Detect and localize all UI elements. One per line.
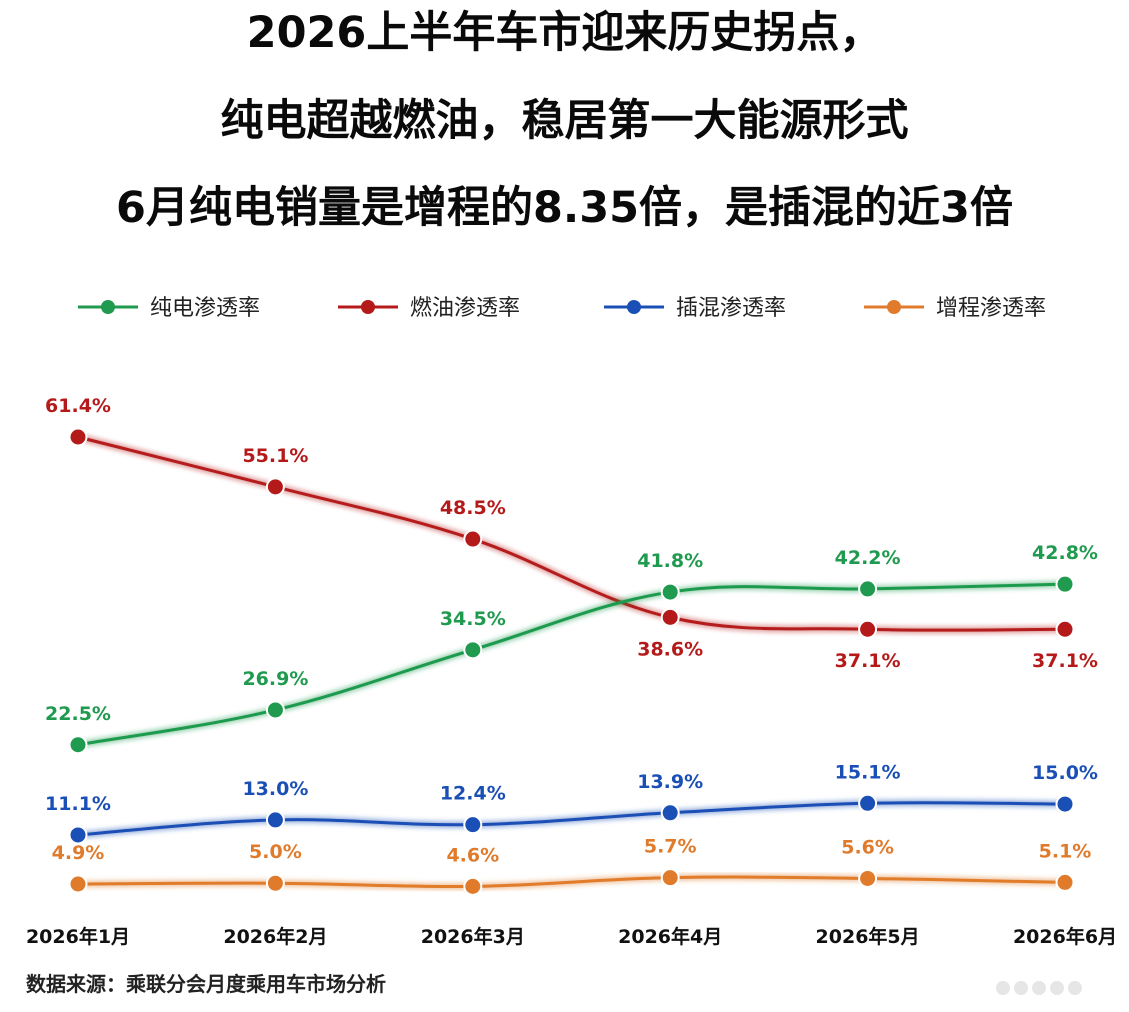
series-line [76,875,1067,889]
data-label: 55.1% [242,445,308,467]
legend-item: 纯电渗透率 [78,296,260,321]
line-chart: 纯电渗透率 燃油渗透率 插混渗透率 增程渗透率 22.5% 26.9% 34.5% 41.8… [26,296,1117,948]
chart-legend: 纯电渗透率 燃油渗透率 插混渗透率 增程渗透率 [78,296,1046,321]
x-axis: 2026年1月 2026年2月 2026年3月 2026年4月 2026年5月 2026年… [26,925,1117,948]
watermark-dot [1032,981,1046,995]
watermark-dot [996,981,1010,995]
data-label: 42.8% [1032,542,1098,564]
legend-item: 插混渗透率 [604,296,786,321]
data-label: 5.6% [841,836,894,858]
data-label: 15.1% [835,761,901,783]
title-line-1: 2026上半年车市迎来历史拐点， [246,8,883,58]
data-point [68,735,88,755]
data-point [463,529,483,549]
data-label: 5.0% [249,841,302,863]
legend-marker [887,300,901,314]
data-label: 42.2% [835,547,901,569]
legend-label: 纯电渗透率 [150,296,260,321]
legend-marker [361,300,375,314]
title-line-2: 纯电超越燃油，稳居第一大能源形式 [220,96,909,146]
data-point [1055,872,1075,892]
data-point [265,810,285,830]
watermark-dot [1050,981,1064,995]
x-tick-label: 2026年6月 [1013,925,1117,948]
data-point [68,874,88,894]
data-label: 12.4% [440,783,506,805]
series-line [76,582,1067,747]
data-point [463,815,483,835]
data-label: 5.1% [1039,840,1092,862]
data-label: 34.5% [440,608,506,630]
data-point [265,477,285,497]
watermark-dots [996,980,1111,996]
data-point [463,876,483,896]
data-label: 26.9% [242,668,308,690]
data-point [265,873,285,893]
data-point [858,793,878,813]
watermark-dot [1068,981,1082,995]
data-label: 13.9% [637,771,703,793]
data-point [68,825,88,845]
data-point [660,607,680,627]
data-point [858,868,878,888]
data-label: 11.1% [45,793,111,815]
data-point [660,582,680,602]
data-label: 22.5% [45,703,111,725]
legend-label: 插混渗透率 [676,296,786,321]
series [68,868,1075,896]
data-label: 15.0% [1032,762,1098,784]
legend-marker [101,300,115,314]
data-label: 38.6% [637,638,703,660]
data-point [265,700,285,720]
data-point [660,803,680,823]
series-line [76,801,1067,837]
data-label: 4.6% [446,844,499,866]
legend-label: 增程渗透率 [936,296,1046,321]
x-tick-label: 2026年5月 [816,925,920,948]
legend-item: 增程渗透率 [864,296,1046,321]
data-point [1055,794,1075,814]
data-point [463,640,483,660]
data-label: 41.8% [637,550,703,572]
data-label: 61.4% [45,395,111,417]
watermark-dot [1014,981,1028,995]
title-line-3: 6月纯电销量是增程的8.35倍，是插混的近3倍 [116,183,1013,233]
x-tick-label: 2026年3月 [421,925,525,948]
data-point [660,868,680,888]
legend-marker [627,300,641,314]
data-point [1055,619,1075,639]
data-label: 5.7% [644,836,697,858]
data-label: 4.9% [52,842,105,864]
series [68,574,1075,755]
x-tick-label: 2026年1月 [26,925,130,948]
series-line [76,435,1067,632]
data-source-note: 数据来源：乘联分会月度乘用车市场分析 [26,972,386,996]
legend-item: 燃油渗透率 [338,296,520,321]
series [68,793,1075,845]
data-label: 37.1% [835,650,901,672]
x-tick-label: 2026年2月 [223,925,327,948]
data-point [1055,574,1075,594]
data-point [858,619,878,639]
data-point [68,427,88,447]
series [68,427,1075,639]
data-label: 37.1% [1032,650,1098,672]
series-layer: 22.5% 26.9% 34.5% 41.8% 42.2% 42.8% 61.4% 55.1%… [45,395,1098,896]
data-point [858,579,878,599]
data-label: 13.0% [242,778,308,800]
data-label: 48.5% [440,497,506,519]
x-tick-label: 2026年4月 [618,925,722,948]
legend-label: 燃油渗透率 [410,296,520,321]
